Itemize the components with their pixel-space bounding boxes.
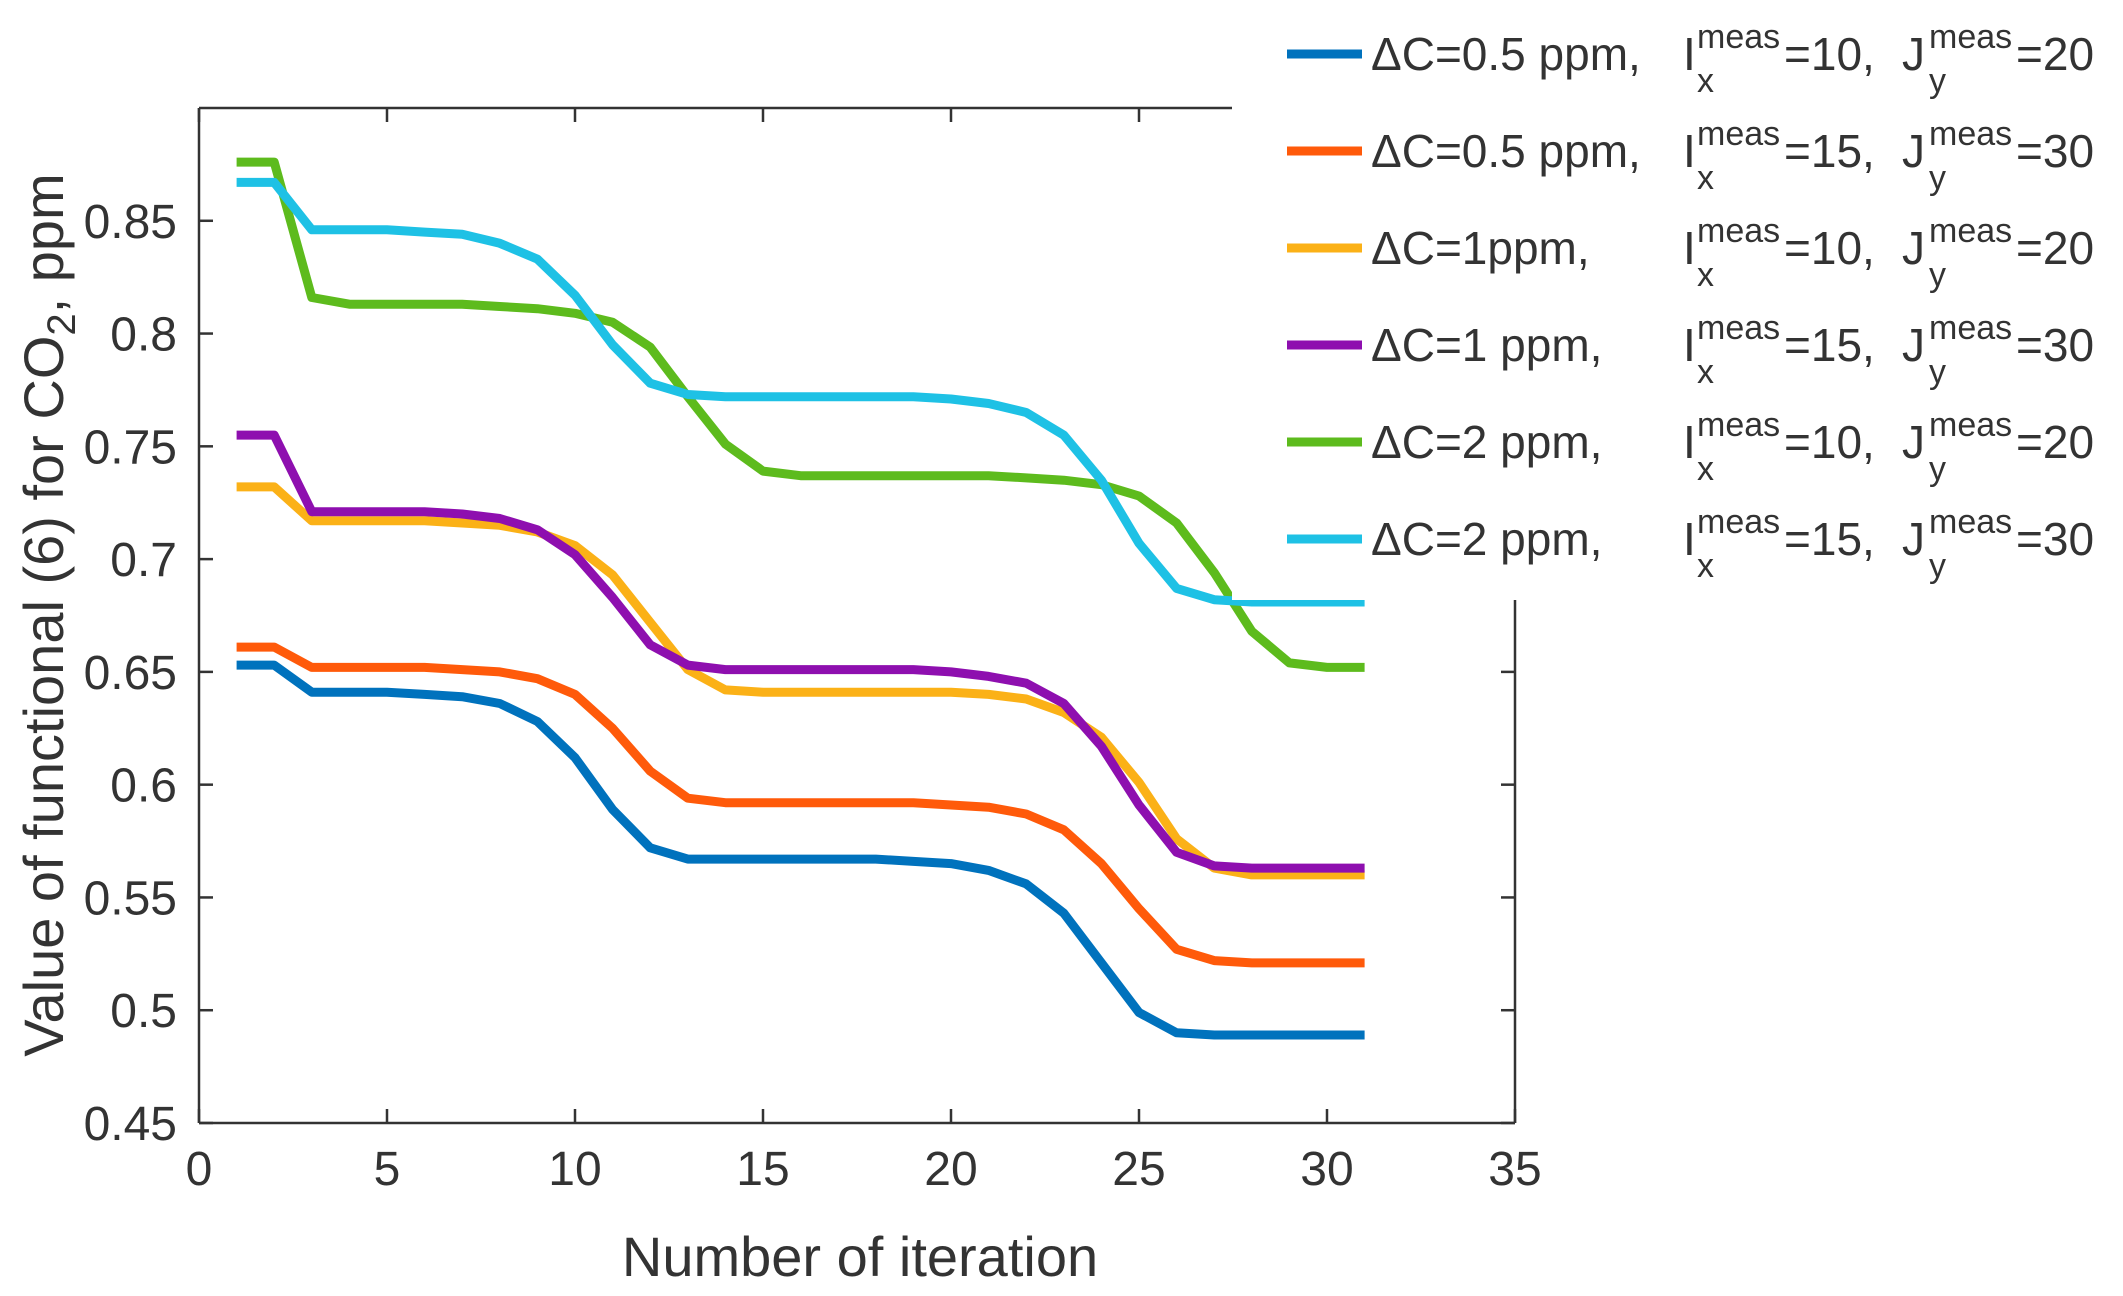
y-tick-label: 0.75 xyxy=(84,421,177,474)
x-ticks: 0 5 10 15 20 25 30 35 xyxy=(186,108,1542,1196)
y-axis-title-tail: , ppm xyxy=(12,173,75,313)
legend-label-ix: Imeas x=15, xyxy=(1683,115,1875,197)
y-tick-label: 0.65 xyxy=(84,647,177,700)
y-tick-label: 0.5 xyxy=(110,985,177,1038)
plot-area: 0 5 10 15 20 25 30 35 0.45 0.5 0.55 0.6 0.65 0.7 0.75… xyxy=(84,106,1542,1196)
x-tick-label: 10 xyxy=(548,1143,601,1196)
x-tick-label: 15 xyxy=(736,1143,789,1196)
y-ticks: 0.45 0.5 0.55 0.6 0.65 0.7 0.75 0.8 0.85 xyxy=(84,196,1515,1151)
y-tick-label: 0.7 xyxy=(110,534,177,587)
legend-label-dc: ΔC=0.5 ppm, xyxy=(1371,28,1641,80)
y-tick-label: 0.85 xyxy=(84,196,177,249)
y-axis-title: Value of functional (6) for CO2, ppm xyxy=(12,173,84,1056)
x-tick-label: 20 xyxy=(924,1143,977,1196)
legend-label-dc: ΔC=0.5 ppm, xyxy=(1371,125,1641,177)
y-axis-title-main: Value of functional (6) for CO xyxy=(12,336,75,1057)
x-axis-title: Number of iteration xyxy=(622,1225,1098,1288)
legend-label-dc: ΔC=2 ppm, xyxy=(1371,513,1602,565)
x-tick-label: 35 xyxy=(1488,1143,1541,1196)
legend-label-dc: ΔC=2 ppm, xyxy=(1371,416,1602,468)
y-tick-label: 0.45 xyxy=(84,1098,177,1151)
legend-box xyxy=(1232,0,2123,600)
series-line-3 xyxy=(236,482,1365,880)
series-line-6 xyxy=(236,177,1365,607)
x-tick-label: 5 xyxy=(374,1143,401,1196)
series-line-1 xyxy=(236,660,1365,1040)
legend-label-ix: Imeas x=10, xyxy=(1683,406,1875,488)
x-tick-label: 30 xyxy=(1300,1143,1353,1196)
legend-label-ix: Imeas x=15, xyxy=(1683,503,1875,585)
legend-label-ix: Imeas x=15, xyxy=(1683,309,1875,391)
series-line-4 xyxy=(236,430,1365,873)
legend-label-dc: ΔC=1ppm, xyxy=(1371,222,1590,274)
y-tick-label: 0.6 xyxy=(110,760,177,813)
series-line-2 xyxy=(236,642,1365,968)
legend-label-ix: Imeas x=10, xyxy=(1683,212,1875,294)
series-line-5 xyxy=(236,157,1365,672)
y-tick-label: 0.8 xyxy=(110,309,177,362)
legend-label-dc: ΔC=1 ppm, xyxy=(1371,319,1602,371)
x-tick-label: 0 xyxy=(186,1143,213,1196)
series-lines xyxy=(236,157,1365,1040)
y-axis-title-subscript: 2 xyxy=(40,313,84,335)
x-tick-label: 25 xyxy=(1112,1143,1165,1196)
y-tick-label: 0.55 xyxy=(84,872,177,925)
legend-label-ix: Imeas x=10, xyxy=(1683,18,1875,100)
